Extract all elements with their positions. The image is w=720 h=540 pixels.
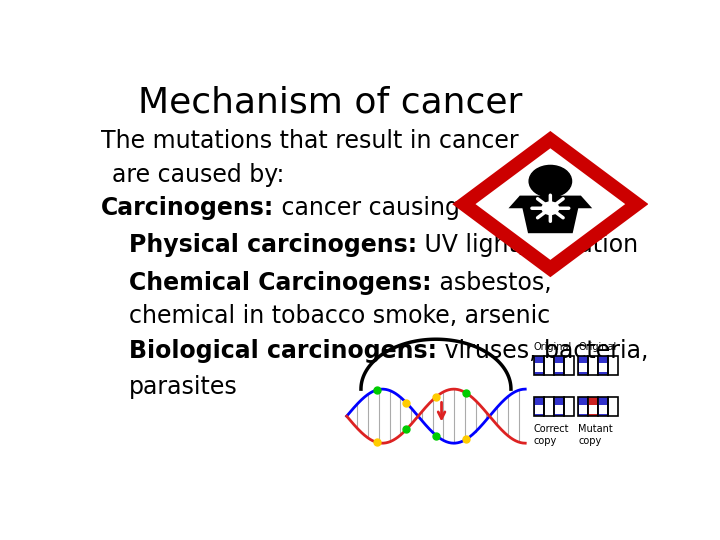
Text: viruses, bacteria,: viruses, bacteria, <box>437 339 649 363</box>
Text: cancer causing agent: cancer causing agent <box>274 196 536 220</box>
Bar <box>543 193 557 202</box>
Bar <box>578 397 588 416</box>
Bar <box>555 404 562 414</box>
Text: Original: Original <box>534 342 572 352</box>
Polygon shape <box>508 196 592 208</box>
Text: asbestos,: asbestos, <box>431 271 552 295</box>
Bar <box>580 363 588 373</box>
Text: Mutant
copy: Mutant copy <box>578 424 613 446</box>
Text: Chemical Carcinogens:: Chemical Carcinogens: <box>129 271 431 295</box>
Bar <box>544 397 554 416</box>
Bar <box>600 363 607 373</box>
Text: Original: Original <box>578 342 616 352</box>
Circle shape <box>542 202 559 214</box>
Bar <box>580 404 588 414</box>
Bar <box>564 356 574 375</box>
Text: parasites: parasites <box>129 375 238 399</box>
Bar <box>578 356 588 375</box>
Bar <box>555 363 562 373</box>
Bar <box>588 356 598 375</box>
Circle shape <box>529 165 572 197</box>
Text: Mechanism of cancer: Mechanism of cancer <box>138 85 522 119</box>
Bar <box>534 356 544 375</box>
Text: Physical carcinogens:: Physical carcinogens: <box>129 233 417 257</box>
Bar <box>564 397 574 416</box>
Text: Biological carcinogens:: Biological carcinogens: <box>129 339 437 363</box>
Text: Carcinogens:: Carcinogens: <box>101 196 274 220</box>
Bar <box>608 397 618 416</box>
Polygon shape <box>464 140 637 268</box>
Text: chemical in tobacco smoke, arsenic: chemical in tobacco smoke, arsenic <box>129 304 550 328</box>
Text: Correct
copy: Correct copy <box>534 424 569 446</box>
Text: UV light, radiation: UV light, radiation <box>417 233 639 257</box>
Bar <box>535 404 543 414</box>
Text: The mutations that result in cancer: The mutations that result in cancer <box>101 129 519 153</box>
Bar <box>600 404 607 414</box>
Bar <box>554 356 564 375</box>
Bar <box>534 397 544 416</box>
Text: are caused by:: are caused by: <box>112 163 284 186</box>
Bar <box>598 397 608 416</box>
Bar <box>535 363 543 373</box>
Bar <box>608 356 618 375</box>
Bar <box>598 356 608 375</box>
Bar <box>544 356 554 375</box>
Polygon shape <box>520 196 581 233</box>
Bar <box>554 397 564 416</box>
Bar <box>590 404 597 414</box>
Bar <box>588 397 598 416</box>
